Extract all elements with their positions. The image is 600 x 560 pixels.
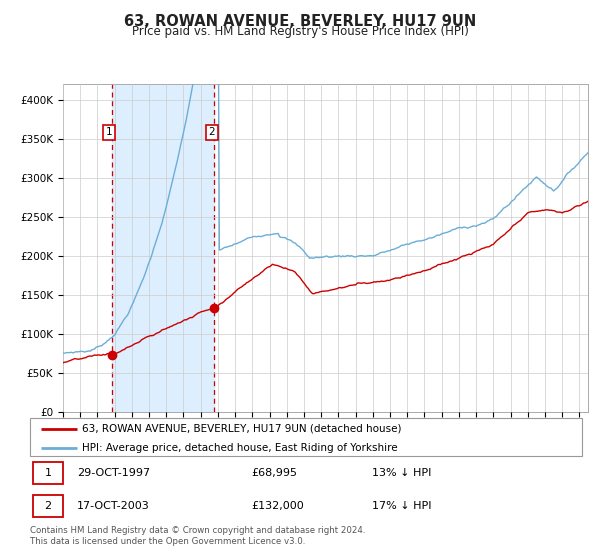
Text: 2: 2	[208, 127, 215, 137]
Text: Price paid vs. HM Land Registry's House Price Index (HPI): Price paid vs. HM Land Registry's House …	[131, 25, 469, 38]
Bar	[112, 84, 214, 412]
Text: 1: 1	[44, 468, 52, 478]
Text: 17% ↓ HPI: 17% ↓ HPI	[372, 501, 432, 511]
Text: 63, ROWAN AVENUE, BEVERLEY, HU17 9UN (detached house): 63, ROWAN AVENUE, BEVERLEY, HU17 9UN (de…	[82, 424, 402, 434]
Text: HPI: Average price, detached house, East Riding of Yorkshire: HPI: Average price, detached house, East…	[82, 443, 398, 453]
Text: 29-OCT-1997: 29-OCT-1997	[77, 468, 150, 478]
FancyBboxPatch shape	[33, 462, 63, 484]
Text: 2: 2	[44, 501, 52, 511]
Text: Contains HM Land Registry data © Crown copyright and database right 2024.
This d: Contains HM Land Registry data © Crown c…	[30, 526, 365, 546]
Text: £68,995: £68,995	[251, 468, 297, 478]
Text: 13% ↓ HPI: 13% ↓ HPI	[372, 468, 431, 478]
Text: 17-OCT-2003: 17-OCT-2003	[77, 501, 149, 511]
FancyBboxPatch shape	[30, 418, 582, 456]
FancyBboxPatch shape	[33, 495, 63, 517]
Text: £132,000: £132,000	[251, 501, 304, 511]
Text: 1: 1	[106, 127, 112, 137]
Text: 63, ROWAN AVENUE, BEVERLEY, HU17 9UN: 63, ROWAN AVENUE, BEVERLEY, HU17 9UN	[124, 14, 476, 29]
